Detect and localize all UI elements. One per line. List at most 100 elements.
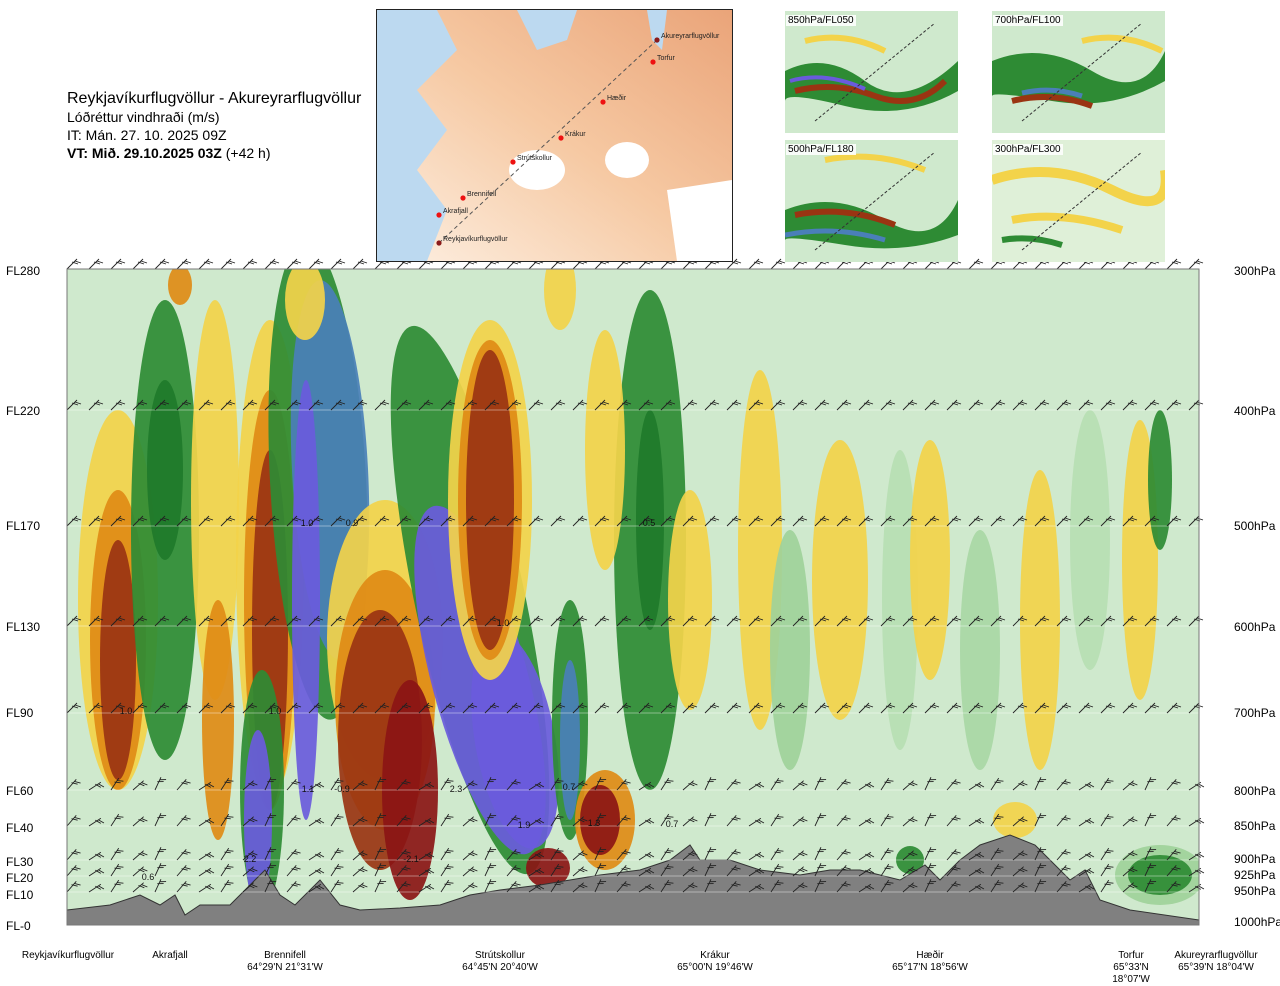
fl-label: FL130 bbox=[6, 620, 41, 634]
wind-barb bbox=[858, 515, 874, 527]
wind-barb bbox=[484, 515, 500, 527]
wind-barb bbox=[462, 399, 478, 411]
wind-barb bbox=[1034, 702, 1050, 714]
wind-barb bbox=[154, 812, 167, 827]
value-label: 0.7 bbox=[563, 782, 576, 792]
wind-barb bbox=[418, 399, 434, 411]
wind-barb bbox=[396, 399, 412, 411]
wind-barb bbox=[616, 615, 632, 627]
wind-barb bbox=[1166, 258, 1182, 270]
wind-barb bbox=[220, 847, 234, 861]
wind-barb bbox=[748, 258, 764, 270]
waypoint-name: Brennifell bbox=[264, 950, 306, 961]
wind-barb bbox=[572, 615, 588, 627]
contour-region bbox=[147, 380, 183, 560]
wind-barb bbox=[264, 812, 277, 827]
contour-region bbox=[1070, 410, 1110, 670]
wind-barb bbox=[154, 702, 170, 714]
wind-barb bbox=[242, 615, 258, 627]
wind-barb bbox=[638, 817, 655, 827]
wind-barb bbox=[374, 862, 387, 877]
wind-barb bbox=[132, 702, 148, 714]
plot-frame bbox=[66, 268, 1200, 926]
thumb-500[interactable]: 500hPa/FL180 bbox=[785, 140, 958, 262]
map-sea-west bbox=[377, 10, 457, 261]
wind-barb bbox=[1034, 399, 1050, 411]
waypoint-label: Akrafjall bbox=[140, 950, 200, 962]
wind-barb bbox=[968, 781, 985, 791]
wind-barb bbox=[242, 702, 258, 714]
wind-barb bbox=[550, 879, 564, 893]
wind-barb bbox=[726, 615, 742, 627]
wind-barb bbox=[814, 812, 827, 827]
contour-region bbox=[100, 540, 136, 780]
waypoint-name: Akureyrarflugvöllur bbox=[1174, 950, 1258, 961]
value-label: -2.1 bbox=[403, 854, 419, 864]
value-label: 1.1 bbox=[302, 784, 315, 794]
wind-barb bbox=[374, 515, 390, 527]
wind-barb bbox=[132, 882, 148, 893]
fl-label: FL-0 bbox=[6, 919, 31, 933]
wind-barb bbox=[616, 849, 631, 861]
wind-barb bbox=[704, 878, 717, 893]
contour-region bbox=[466, 350, 514, 650]
wind-barb bbox=[792, 816, 808, 827]
wind-barb bbox=[110, 515, 126, 527]
wind-barb bbox=[1100, 863, 1114, 877]
wind-barb bbox=[374, 615, 390, 627]
wind-barb bbox=[792, 702, 808, 714]
wind-barb bbox=[682, 515, 698, 527]
wind-barb bbox=[1122, 866, 1138, 877]
wind-barb bbox=[154, 399, 170, 411]
wind-barb bbox=[308, 258, 324, 270]
wind-barb bbox=[660, 399, 676, 411]
waypoint-label: Torfur 65°33'N 18°07'W bbox=[1106, 950, 1156, 986]
wind-barb bbox=[330, 515, 346, 527]
wind-barb bbox=[418, 702, 434, 714]
waypoint-label: Akureyrarflugvöllur 65°39'N 18°04'W bbox=[1156, 950, 1276, 974]
wind-barb bbox=[902, 399, 918, 411]
wind-barb bbox=[660, 863, 674, 877]
wind-barb bbox=[1166, 865, 1181, 877]
thumb-500-graphic bbox=[785, 140, 958, 262]
wind-barb bbox=[814, 702, 830, 714]
wind-barb bbox=[66, 515, 82, 527]
wind-barb bbox=[506, 702, 522, 714]
wind-barb bbox=[968, 515, 984, 527]
wind-barb bbox=[880, 847, 894, 861]
wind-barb bbox=[836, 702, 852, 714]
wind-barb bbox=[110, 863, 124, 877]
wind-barb bbox=[946, 779, 961, 791]
wind-barb bbox=[484, 878, 497, 893]
hpa-label: 300hPa bbox=[1234, 264, 1276, 278]
hpa-label: 700hPa bbox=[1234, 706, 1276, 720]
contour-region bbox=[585, 330, 625, 570]
wind-barb bbox=[220, 399, 236, 411]
fl-label: FL40 bbox=[6, 821, 34, 835]
thumb-300[interactable]: 300hPa/FL300 bbox=[992, 140, 1165, 262]
wind-barb bbox=[506, 865, 521, 877]
wind-barb bbox=[770, 399, 786, 411]
map-sea-north bbox=[517, 10, 577, 50]
thumb-700[interactable]: 700hPa/FL100 bbox=[992, 11, 1165, 133]
wind-barb bbox=[594, 776, 607, 791]
wind-barb bbox=[330, 879, 344, 893]
wind-barb bbox=[880, 399, 896, 411]
wind-barb bbox=[242, 515, 258, 527]
waypoint-coord: 65°33'N 18°07'W bbox=[1112, 962, 1150, 985]
value-label: -0.9 bbox=[334, 784, 350, 794]
wind-barb bbox=[638, 515, 654, 527]
wind-barb bbox=[88, 867, 105, 877]
thumb-850[interactable]: 850hPa/FL050 bbox=[785, 11, 958, 133]
wind-barb bbox=[88, 851, 105, 861]
wind-barb bbox=[880, 515, 896, 527]
wind-barb bbox=[616, 865, 631, 877]
wind-barb bbox=[990, 615, 1006, 627]
wind-barb bbox=[462, 816, 478, 827]
wind-barb bbox=[330, 813, 344, 827]
wind-barb bbox=[220, 702, 236, 714]
wind-barb bbox=[484, 776, 497, 791]
wind-barb bbox=[528, 781, 545, 791]
wind-barb bbox=[352, 882, 368, 893]
wind-barb bbox=[396, 865, 411, 877]
